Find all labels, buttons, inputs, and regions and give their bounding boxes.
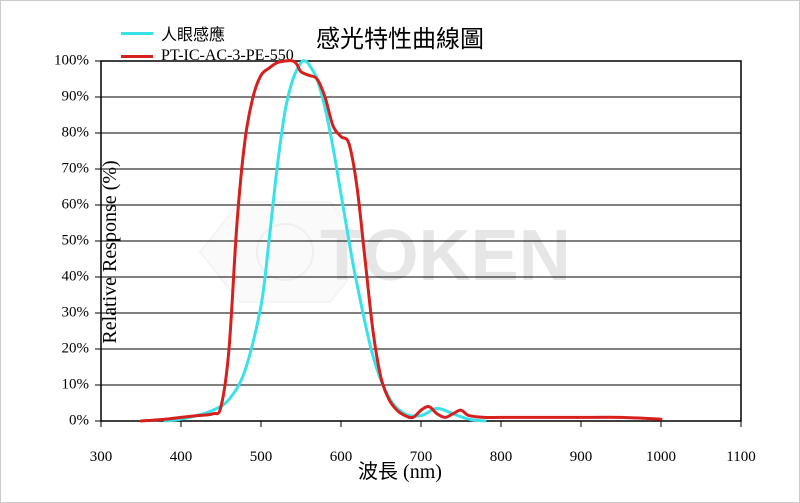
legend-item-0: 人眼感應 — [121, 21, 294, 45]
x-tick-label: 500 — [250, 449, 273, 466]
x-tick-label: 1100 — [726, 449, 755, 466]
x-tick-label: 1000 — [646, 449, 676, 466]
y-tick-label: 40% — [62, 269, 90, 286]
y-tick-label: 20% — [62, 341, 90, 358]
x-tick-label: 300 — [90, 449, 113, 466]
y-tick-label: 0% — [69, 413, 89, 430]
x-tick-label: 600 — [330, 449, 353, 466]
x-tick-label: 900 — [570, 449, 593, 466]
plot-svg — [101, 61, 741, 421]
legend-label-0: 人眼感應 — [161, 21, 225, 45]
y-tick-label: 90% — [62, 89, 90, 106]
legend-swatch-0 — [121, 32, 153, 35]
y-tick-label: 60% — [62, 197, 90, 214]
y-tick-label: 30% — [62, 305, 90, 322]
x-axis-label: 波長 (nm) — [1, 455, 799, 484]
chart-container: 感光特性曲線圖 人眼感應 PT-IC-AC-3-PE-550 TOKEN Rel… — [0, 0, 800, 503]
y-tick-label: 10% — [62, 377, 90, 394]
y-tick-label: 50% — [62, 233, 90, 250]
y-tick-label: 70% — [62, 161, 90, 178]
x-tick-label: 400 — [170, 449, 193, 466]
x-tick-label: 800 — [490, 449, 513, 466]
plot-area: 0%10%20%30%40%50%60%70%80%90%100% 300400… — [101, 61, 741, 421]
y-tick-label: 100% — [54, 53, 89, 70]
y-tick-label: 80% — [62, 125, 90, 142]
x-tick-label: 700 — [410, 449, 433, 466]
legend-swatch-1 — [121, 55, 153, 58]
